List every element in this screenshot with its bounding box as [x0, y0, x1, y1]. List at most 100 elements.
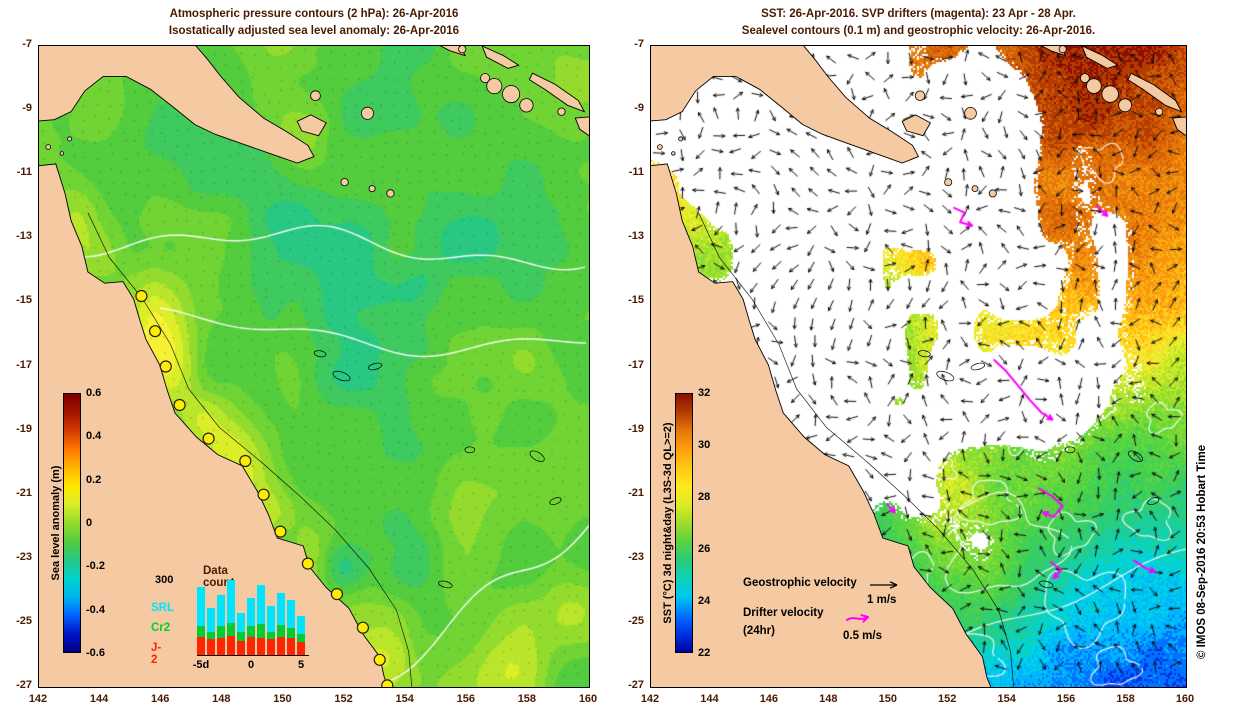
- data-count-title: Data count: [203, 565, 235, 589]
- left-lat-tick-label: -25: [16, 614, 32, 627]
- sst-map-panel: SST (°C) 3d night&day (L3S-3d QL>=2) 32 3…: [650, 45, 1187, 688]
- geostrophic-scale-arrow-icon: [870, 581, 898, 589]
- data-count-bar: [287, 600, 295, 655]
- landmass: [481, 46, 520, 69]
- data-count-bar-segment: [297, 616, 305, 635]
- island: [944, 178, 953, 187]
- right-lon-tick-label: 160: [1175, 693, 1195, 705]
- sla-colorbar-label: Sea level anomaly (m): [50, 465, 62, 581]
- colorbar-tick-label: 28: [698, 491, 711, 503]
- tide-gauge-marker: [148, 325, 162, 338]
- reef-outline: [1064, 446, 1076, 454]
- colorbar-tick-label: 22: [698, 647, 711, 659]
- landmass: [901, 114, 932, 137]
- island: [59, 151, 65, 156]
- data-count-ymax-label: 300: [155, 574, 174, 586]
- island: [964, 107, 977, 120]
- left-lat-tick-label: -21: [16, 486, 32, 499]
- colorbar-tick-label: 32: [698, 387, 711, 399]
- landmass: [651, 46, 920, 164]
- copyright-attribution: © IMOS 08-Sep-2016 20:53 Hobart Time: [1196, 444, 1208, 659]
- left-title-line1: Atmospheric pressure contours (2 hPa): 2…: [169, 8, 459, 20]
- right-lat-tick-label: -13: [628, 230, 644, 243]
- drifter-velocity-label: Drifter velocity: [743, 607, 824, 619]
- island: [678, 136, 684, 142]
- data-count-x-tick: -5d: [192, 659, 210, 671]
- right-lon-tick-label: 158: [1116, 693, 1135, 705]
- colorbar-tick-label: 0.4: [86, 430, 102, 443]
- left-lon-tick-label: 160: [578, 693, 598, 705]
- data-count-bar-segment: [197, 587, 205, 627]
- left-lat-tick-label: -11: [16, 166, 32, 179]
- island: [1101, 85, 1119, 103]
- landmass: [528, 72, 586, 113]
- data-count-bar: [237, 613, 245, 655]
- island: [368, 185, 376, 193]
- data-count-bar-segment: [277, 625, 285, 637]
- data-count-bar-segment: [257, 623, 265, 639]
- right-title-line1: SST: 26-Apr-2016. SVP drifters (magenta)…: [761, 8, 1076, 20]
- right-lat-tick-label: -15: [628, 294, 644, 307]
- island: [1079, 73, 1090, 83]
- right-lon-tick-label: 146: [759, 693, 779, 705]
- island: [971, 185, 979, 193]
- tide-gauge-marker: [173, 398, 186, 412]
- data-count-bar-segment: [217, 626, 225, 639]
- island: [988, 189, 997, 198]
- colorbar-tick-label: 26: [698, 543, 711, 555]
- left-panel-title: Atmospheric pressure contours (2 hPa): 2…: [38, 6, 590, 39]
- island: [340, 178, 349, 187]
- data-count-bar: [227, 579, 235, 655]
- data-count-bar-segment: [227, 579, 235, 623]
- left-lat-tick-label: -9: [22, 102, 32, 115]
- reef-outline: [464, 446, 476, 454]
- drifter-scale-arrow-icon: [846, 614, 869, 623]
- reef-outline: [549, 497, 562, 505]
- right-lat-tick-label: -25: [628, 614, 644, 627]
- landmass: [39, 163, 389, 687]
- sst-colorbar-label: SST (°C) 3d night&day (L3S-3d QL>=2): [662, 422, 674, 624]
- colorbar-tick-label: 30: [698, 439, 711, 451]
- left-lon-tick-label: 154: [395, 693, 414, 705]
- tide-gauge-marker: [159, 360, 172, 373]
- reef-outline: [438, 580, 453, 589]
- colorbar-tick-label: 0.6: [86, 387, 102, 399]
- island: [480, 73, 491, 84]
- landmass: [1081, 46, 1119, 69]
- left-lat-tick-label: -7: [22, 38, 32, 50]
- reef-outline: [970, 362, 986, 371]
- right-panel-title: SST: 26-Apr-2016. SVP drifters (magenta)…: [650, 6, 1187, 39]
- left-lat-tick-label: -15: [16, 294, 32, 307]
- data-count-bar-segment: [237, 613, 245, 632]
- data-count-bar-segment: [197, 626, 205, 637]
- landmass: [651, 163, 992, 687]
- tide-gauge-marker: [257, 488, 270, 501]
- right-lon-tick-label: 144: [700, 693, 719, 705]
- left-lon-tick-label: 150: [273, 693, 292, 705]
- island: [671, 151, 676, 156]
- data-count-bar-segment: [207, 631, 215, 640]
- right-lat-tick-label: -19: [628, 422, 644, 435]
- island: [502, 85, 521, 104]
- data-count-bar-segment: [197, 636, 205, 655]
- shelf-contour: [698, 212, 1014, 687]
- tide-gauge-marker: [330, 587, 343, 601]
- left-lon-tick-label: 148: [212, 693, 231, 705]
- colorbar-tick-label: -0.2: [86, 560, 105, 573]
- right-title-line2: Sealevel contours (0.1 m) and geostrophi…: [741, 24, 1096, 37]
- sla-map-panel: Sea level anomaly (m) 0.6 0.4 0.2 0 -0.2 -0.4…: [38, 45, 590, 688]
- tide-gauge-marker: [301, 557, 314, 570]
- reef-outline: [1147, 497, 1160, 505]
- data-count-bar-segment: [267, 605, 275, 632]
- left-lon-tick-label: 158: [517, 693, 537, 705]
- tide-gauge-marker: [373, 653, 386, 666]
- right-lon-tick-label: 150: [878, 693, 897, 705]
- data-count-bar-segment: [237, 631, 245, 641]
- data-count-bar: [247, 597, 255, 655]
- left-lat-tick-label: -17: [16, 358, 32, 371]
- right-lon-tick-label: 156: [1056, 693, 1076, 705]
- island: [386, 189, 395, 198]
- reef-outline: [332, 370, 351, 382]
- data-count-bar-segment: [267, 639, 275, 655]
